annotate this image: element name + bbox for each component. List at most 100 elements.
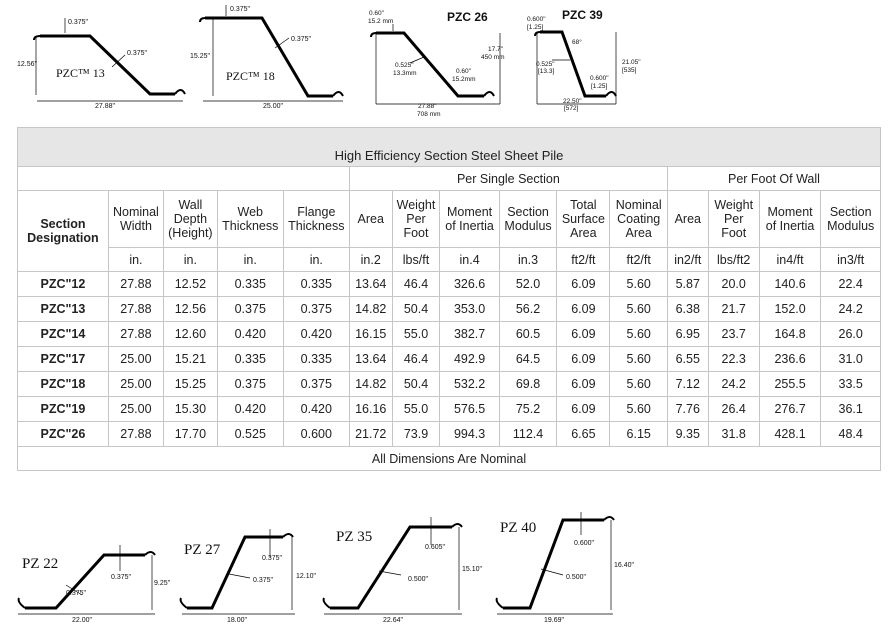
table-cell: 46.4 (391, 346, 441, 372)
pzc39-web-mm: [13.3] (538, 68, 554, 75)
unit-cell: in.4 (439, 247, 500, 272)
table-cell: 31.8 (707, 421, 760, 447)
table-cell: 0.335 (282, 346, 350, 372)
table-cell: 6.65 (556, 421, 611, 447)
pzc18-height: 15.25" (190, 53, 211, 60)
table-footer-note: All Dimensions Are Nominal (17, 446, 881, 471)
table-cell: 26.4 (707, 396, 760, 422)
section-designation-cell: PZC"18 (17, 371, 109, 397)
table-cell: 22.4 (820, 271, 881, 297)
pzc26-flange-in: 0.60" (369, 10, 385, 17)
table-cell: 152.0 (758, 296, 822, 322)
pz27-web: 0.375" (253, 577, 274, 584)
pzc18-diagram: 0.375" 0.375" 15.25" 25.00" PZC™ 18 (190, 5, 344, 110)
table-cell: 16.16 (348, 396, 393, 422)
table-cell: 55.0 (391, 396, 441, 422)
pzc26-height-mm: 450 mm (481, 54, 504, 61)
pz35-label: PZ 35 (336, 529, 372, 545)
unit-cell: lbs/ft2 (707, 247, 760, 272)
pzc26-web-mm: 13.3mm (393, 70, 416, 77)
pzc26-web-in: 0.525" (395, 62, 414, 69)
table-row: PZC"14 27.88 12.60 0.420 0.420 16.15 55.0 382.7… (17, 321, 881, 347)
section-designation-cell: PZC"12 (17, 271, 109, 297)
pz27-flange: 0.375" (262, 555, 283, 562)
table-cell: 6.09 (556, 346, 611, 372)
table-cell: 16.15 (348, 321, 393, 347)
table-cell: 6.38 (666, 296, 709, 322)
table-cell: 27.88 (107, 421, 165, 447)
pz40-web: 0.500" (566, 574, 587, 581)
table-cell: 353.0 (439, 296, 500, 322)
table-cell: 6.15 (609, 421, 668, 447)
pzc39-flange-mm: [1.25] (527, 24, 543, 31)
table-cell: 27.88 (107, 321, 165, 347)
pz35-width: 22.64" (383, 617, 404, 624)
table-cell: 6.09 (556, 296, 611, 322)
pzc13-width: 27.88" (95, 103, 116, 110)
table-cell: 73.9 (391, 421, 441, 447)
unit-cell: in3/ft (820, 247, 881, 272)
table-cell: 382.7 (439, 321, 500, 347)
unit-cell: in2/ft (666, 247, 709, 272)
table-cell: 12.52 (163, 271, 218, 297)
table-cell: 69.8 (498, 371, 558, 397)
header-designation: Section Designation (17, 190, 109, 272)
pzc26-diagram: PZC 26 0.60" 15.2 mm 0.525" 13.3mm 0.60"… (368, 10, 504, 118)
table-cell: 5.60 (609, 321, 668, 347)
pzc18-flange: 0.375" (230, 6, 251, 13)
pzc18-web: 0.375" (291, 36, 312, 43)
table-cell: 31.0 (820, 346, 881, 372)
section-designation-cell: PZC"17 (17, 346, 109, 372)
unit-cell: lbs/ft (391, 247, 441, 272)
table-cell: 0.375 (282, 296, 350, 322)
table-cell: 7.12 (666, 371, 709, 397)
table-cell: 56.2 (498, 296, 558, 322)
pzc39-web-in: 0.525" (536, 61, 555, 68)
pz35-flange: 0.605" (425, 544, 446, 551)
section-designation-cell: PZC"13 (17, 296, 109, 322)
header-total-surface: Total Surface Area (556, 190, 611, 248)
pzc39-flange2-mm: [1.25] (591, 83, 607, 90)
table-cell: 23.7 (707, 321, 760, 347)
header-area: Area (348, 190, 393, 248)
section-designation-cell: PZC"26 (17, 421, 109, 447)
table-cell: 46.4 (391, 271, 441, 297)
table-cell: 27.88 (107, 271, 165, 297)
table-cell: 6.09 (556, 271, 611, 297)
pz27-height: 12.10" (296, 573, 317, 580)
pz27-width: 18.00" (227, 617, 248, 624)
table-cell: 5.60 (609, 396, 668, 422)
table-cell: 6.09 (556, 371, 611, 397)
unit-cell: in.2 (348, 247, 393, 272)
pzc26-height-in: 17.7" (488, 46, 504, 53)
pzc13-diagram: 0.375" 0.375" 12.56" 27.88" PZC™ 13 (17, 18, 186, 110)
table-cell: 0.375 (216, 371, 284, 397)
pz35-height: 15.10" (462, 566, 483, 573)
pzc26-title: PZC 26 (447, 10, 488, 24)
table-cell: 25.00 (107, 371, 165, 397)
unit-cell: ft2/ft (556, 247, 611, 272)
pzc26-width-in: 27.88" (418, 103, 437, 110)
group-single-section: Per Single Section (348, 166, 668, 191)
table-cell: 5.60 (609, 346, 668, 372)
pz40-width: 19.69" (544, 617, 565, 624)
table-cell: 0.375 (282, 371, 350, 397)
table-cell: 0.420 (282, 321, 350, 347)
pz40-height: 16.40" (614, 562, 635, 569)
table-cell: 75.2 (498, 396, 558, 422)
pz22-web: 0.375" (66, 590, 87, 597)
pz40-diagram: PZ 40 0.600" 0.500" 16.40" 19.69" (495, 512, 635, 624)
table-cell: 9.35 (666, 421, 709, 447)
header-moment: Moment of Inertia (439, 190, 500, 248)
bottom-section-diagrams: PZ 22 0.375" 0.375" 9.25" 22.00" PZ 27 0… (17, 512, 635, 624)
table-cell: 6.09 (556, 396, 611, 422)
pz40-flange: 0.600" (574, 540, 595, 547)
pzc13-label: PZC™ 13 (56, 66, 105, 80)
pzc13-flange: 0.375" (68, 19, 89, 26)
table-cell: 532.2 (439, 371, 500, 397)
pzc26-flange2-mm: 15.2mm (452, 76, 475, 83)
table-cell: 492.9 (439, 346, 500, 372)
table-cell: 15.25 (163, 371, 218, 397)
header-wall-depth: Wall Depth (Height) (163, 190, 218, 248)
header-weight: Weight Per Foot (391, 190, 441, 248)
